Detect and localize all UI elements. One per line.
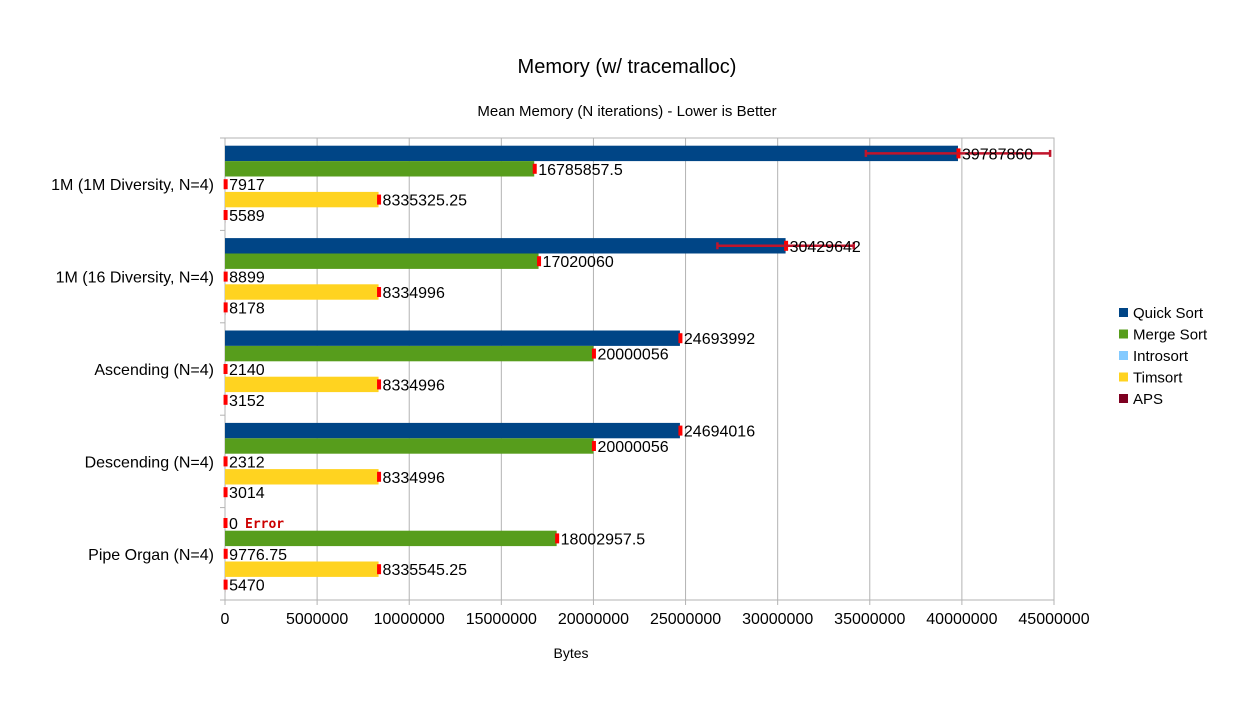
error-cap (591, 441, 596, 451)
error-cap (223, 179, 228, 190)
category-label: Pipe Organ (N=4) (88, 547, 214, 564)
x-tick-label: 35000000 (834, 611, 905, 628)
x-tick-label: 40000000 (926, 611, 997, 628)
data-label: 8335325.25 (383, 193, 468, 210)
y-axis-categories: 1M (1M Diversity, N=4) 1M (16 Diversity, … (51, 177, 214, 564)
data-label: 9776.75 (229, 547, 287, 564)
data-label: 39787860 (962, 146, 1033, 163)
legend-swatch (1119, 372, 1128, 382)
x-tick-label: 10000000 (374, 611, 445, 628)
bar (225, 422, 680, 439)
chart-subtitle: Mean Memory (N iterations) - Lower is Be… (477, 103, 776, 120)
error-cap (377, 564, 382, 575)
x-tick-label: 45000000 (1018, 611, 1089, 628)
error-cap (532, 163, 537, 174)
data-label: 8178 (229, 300, 265, 317)
data-label: 8334996 (383, 470, 445, 487)
bar (225, 253, 539, 269)
x-tick-label: 15000000 (466, 611, 537, 628)
data-label: 8334996 (383, 285, 445, 302)
legend-label: Merge Sort (1133, 327, 1208, 344)
bar (225, 376, 379, 393)
error-cap (678, 333, 683, 344)
error-cap (223, 271, 228, 282)
data-label: 30429642 (790, 239, 861, 256)
category-label: Ascending (N=4) (94, 362, 214, 379)
legend-label: Timsort (1133, 370, 1183, 387)
error-cap (377, 194, 382, 205)
data-label: 16785857.5 (538, 162, 623, 179)
error-cap (223, 302, 228, 313)
error-cap (223, 518, 228, 528)
data-label: 24694016 (684, 424, 755, 441)
x-tick-label: 20000000 (558, 611, 629, 628)
x-tick-label: 30000000 (742, 611, 813, 628)
annotation-label: Error (245, 517, 284, 532)
bar (225, 161, 535, 177)
bar (225, 469, 379, 485)
bar (225, 345, 594, 362)
category-label: 1M (1M Diversity, N=4) (51, 177, 214, 194)
error-cap (223, 364, 228, 374)
legend-label: Quick Sort (1133, 305, 1204, 322)
legend-swatch (1119, 351, 1128, 360)
error-cap (223, 487, 228, 498)
data-label: 7917 (229, 177, 265, 194)
x-tick-label: 0 (221, 611, 230, 628)
bar (225, 145, 958, 162)
error-cap (223, 579, 228, 590)
data-label: 8899 (229, 270, 265, 287)
error-cap (223, 548, 228, 559)
error-bars (223, 148, 1052, 590)
legend-label: APS (1133, 391, 1163, 408)
bars (225, 145, 958, 593)
error-cap (223, 456, 228, 467)
bar (225, 561, 379, 577)
x-tick-label: 5000000 (286, 611, 348, 628)
error-cap (377, 379, 382, 390)
category-label: Descending (N=4) (85, 454, 214, 471)
chart-title: Memory (w/ tracemalloc) (518, 56, 737, 78)
data-label: 18002957.5 (561, 531, 646, 548)
error-cap (591, 348, 596, 359)
legend-swatch (1119, 394, 1128, 403)
data-label: 24693992 (684, 331, 755, 348)
bar (225, 238, 786, 254)
bar (225, 191, 379, 208)
data-label: 2312 (229, 454, 265, 471)
data-labels: 39787860 16785857.5 7917 8335325.25 5589 3042… (229, 146, 1033, 594)
error-cap (555, 533, 560, 544)
data-label: 3014 (229, 485, 265, 502)
legend-swatch (1119, 308, 1128, 317)
x-tick-label: 25000000 (650, 611, 721, 628)
bar (225, 330, 680, 346)
error-cap (223, 210, 228, 220)
bar (225, 284, 379, 300)
data-label: 3152 (229, 393, 265, 410)
error-cap (377, 471, 382, 482)
error-cap (678, 425, 683, 436)
x-axis-ticks: 0 5000000 10000000 15000000 20000000 25000000… (221, 611, 1090, 628)
x-axis-title: Bytes (553, 645, 588, 661)
data-label: 2140 (229, 362, 265, 379)
data-label: 5470 (229, 578, 265, 595)
category-label: 1M (16 Diversity, N=4) (56, 270, 214, 287)
data-label: 17020060 (543, 254, 614, 271)
data-label: 8335545.25 (383, 562, 468, 579)
legend: Quick Sort Merge Sort Introsort Timsort APS (1119, 305, 1208, 408)
data-label: 20000056 (597, 347, 668, 364)
bar (225, 438, 594, 454)
error-cap (537, 256, 542, 267)
error-cap (377, 287, 382, 297)
legend-swatch (1119, 329, 1128, 339)
bar (225, 530, 557, 547)
data-label: 5589 (229, 208, 265, 225)
data-label: 20000056 (597, 439, 668, 456)
data-label: 0 (229, 516, 238, 533)
legend-label: Introsort (1133, 348, 1189, 365)
data-label: 8334996 (383, 377, 445, 394)
error-cap (223, 394, 228, 405)
